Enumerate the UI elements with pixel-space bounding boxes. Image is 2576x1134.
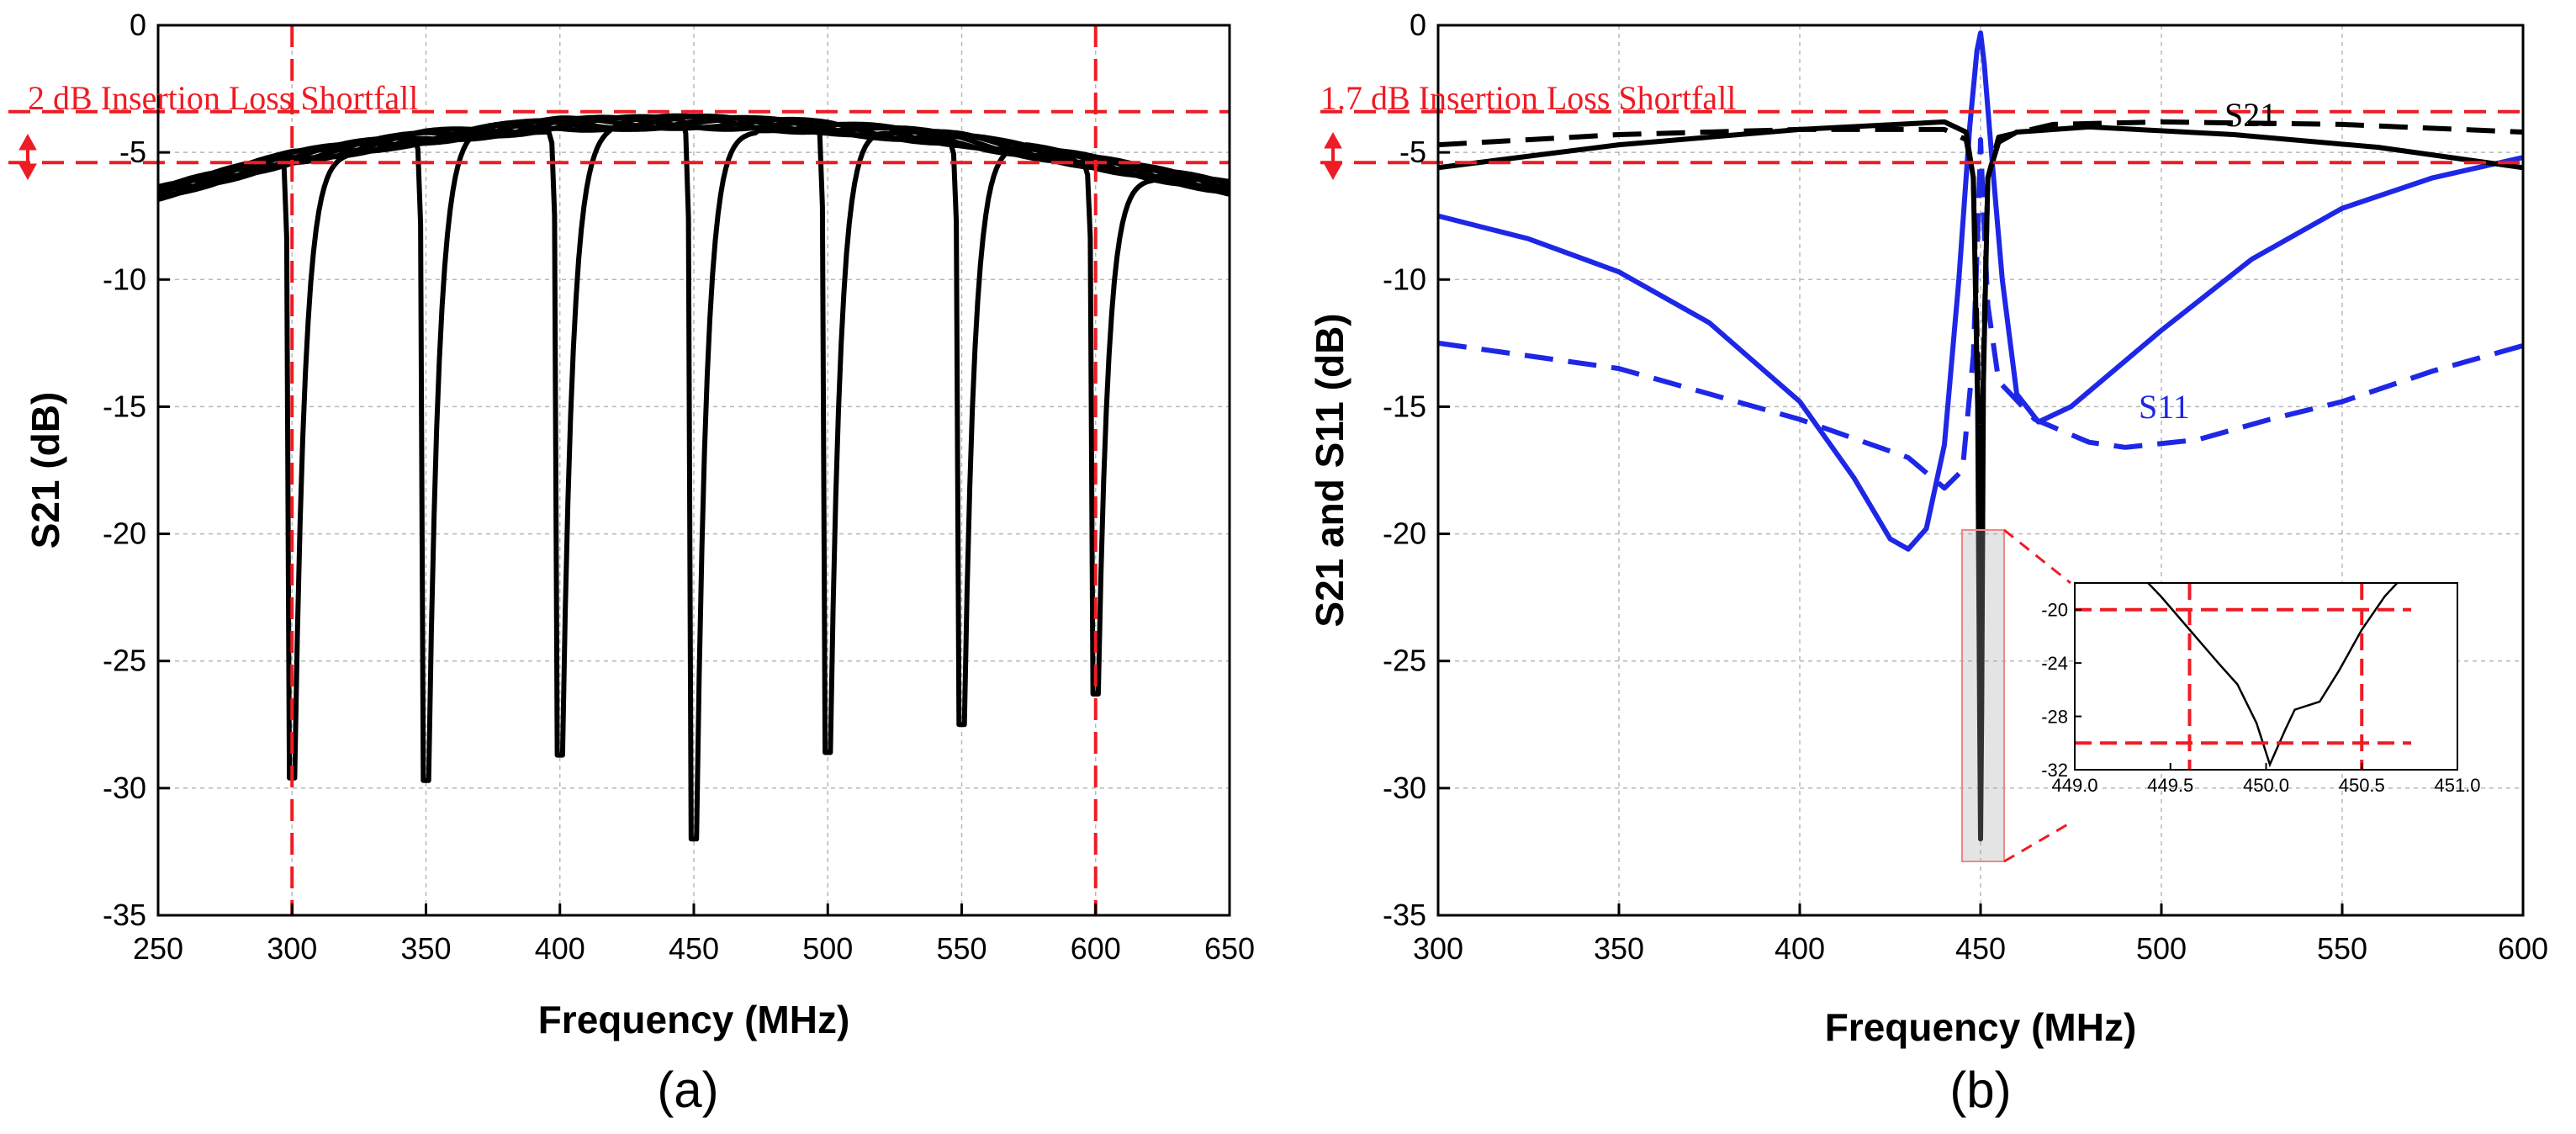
ticks-b: 300 350 400 450 500 550 600 0 -5 -10 -15 -20 -25 -30 -… [1383,8,2548,966]
x-axis-title-a: Frequency (MHz) [538,998,850,1041]
inset-ticks: 449.0 449.5 450.0 450.5 451.0 -20 -24 -28 -32 [2041,600,2480,796]
inset-background [2075,583,2457,770]
tick-label-y-b: -10 [1383,262,1426,296]
s11-dashed-line [1438,137,2523,491]
inset-tick-label-y: -24 [2041,653,2068,674]
tick-label-y-b: -20 [1383,517,1426,551]
tick-label-y-b: -25 [1383,644,1426,678]
s21-traces-a [158,113,1230,842]
tick-label-y-b: -35 [1383,898,1426,932]
tick-label-y-a: -5 [119,135,146,169]
inset-tick-label-y: -20 [2041,600,2068,621]
inset-tick-label-x: 449.0 [2051,775,2097,796]
tick-label-x-b: 300 [1413,931,1463,966]
tick-label-x-a: 250 [133,931,183,966]
inset-tick-label-x: 450.5 [2339,775,2385,796]
tick-label-y-a: 0 [130,8,146,42]
zoom-connector-bottom [2003,821,2071,863]
reference-lines-a [8,25,1230,915]
s11-line [1438,30,2523,552]
annotation-a: 2 dB Insertion Loss Shortfall [28,79,418,117]
tick-label-x-a: 400 [535,931,585,966]
inset-tick-label-x: 451.0 [2434,775,2480,796]
notch-trace [158,115,1230,697]
tick-label-y-b: -30 [1383,771,1426,805]
tick-label-y-a: -25 [103,644,146,678]
panel-label-a: (a) [657,1062,718,1118]
tick-label-x-a: 600 [1071,931,1121,966]
inset-tick-label-y: -32 [2041,760,2068,781]
notch-trace [158,115,1230,728]
tick-label-x-a: 550 [936,931,986,966]
y-axis-title-b: S21 and S11 (dB) [1308,313,1351,627]
double-arrow-a [19,133,37,181]
notch-trace [158,113,1230,758]
inset-tick-label-x: 449.5 [2147,775,2193,796]
inset-chart: 449.0 449.5 450.0 450.5 451.0 -20 -24 -28 -32 [2041,582,2481,796]
inset-tick-label-y: -28 [2041,707,2068,728]
tick-label-y-b: 0 [1410,8,1426,42]
tick-label-y-b: -15 [1383,389,1426,423]
annotation-b: 1.7 dB Insertion Loss Shortfall [1320,79,1736,117]
tick-label-y-a: -20 [103,517,146,551]
zoom-connector-top [2003,528,2071,585]
s21-line [1438,119,2523,842]
tick-label-x-a: 650 [1204,931,1255,966]
panel-b: 300 350 400 450 500 550 600 0 -5 -10 -15 -20 -25 -30 -… [1308,8,2548,1118]
inset-reference-lines [2075,583,2411,770]
plot-area-a [158,113,1230,842]
tick-label-x-b: 600 [2498,931,2548,966]
tick-label-y-b: -5 [1399,135,1426,169]
inset-tick-label-x: 450.0 [2243,775,2289,796]
inset-series [2146,583,2399,768]
series-label-s21: S21 [2224,96,2277,134]
tick-label-y-a: -35 [103,898,146,932]
tick-label-x-b: 400 [1775,931,1825,966]
double-arrow-b [1324,131,1342,181]
tick-label-y-a: -30 [103,771,146,805]
inset-s21-line [2146,583,2399,768]
panel-a: 250 300 350 400 450 500 550 600 650 0 -5 -10 -15 -20 -… [8,8,1255,1118]
y-axis-title-a: S21 (dB) [24,392,67,549]
zoom-highlight [1961,529,2005,862]
tick-label-y-a: -15 [103,389,146,423]
tick-label-x-a: 300 [267,931,317,966]
tick-label-x-b: 450 [1955,931,2006,966]
tick-label-x-b: 350 [1594,931,1644,966]
tick-label-x-b: 500 [2136,931,2187,966]
series-b [1438,30,2523,842]
tick-label-x-a: 500 [802,931,853,966]
ticks-a: 250 300 350 400 450 500 550 600 650 0 -5 -10 -15 -20 -… [103,8,1255,966]
panel-label-b: (b) [1949,1062,2011,1118]
tick-label-x-b: 550 [2317,931,2367,966]
series-label-s11: S11 [2139,388,2190,426]
tick-label-y-a: -10 [103,262,146,296]
x-axis-title-b: Frequency (MHz) [1825,1005,2137,1049]
tick-label-x-a: 450 [669,931,719,966]
tick-label-x-a: 350 [400,931,451,966]
